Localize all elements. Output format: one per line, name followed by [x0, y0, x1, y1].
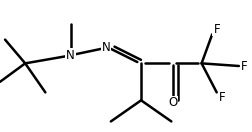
Text: O: O — [168, 96, 177, 109]
Text: N: N — [66, 49, 75, 62]
Text: F: F — [218, 91, 225, 104]
Text: F: F — [241, 60, 248, 72]
Text: N: N — [102, 41, 110, 54]
Text: F: F — [213, 23, 220, 36]
